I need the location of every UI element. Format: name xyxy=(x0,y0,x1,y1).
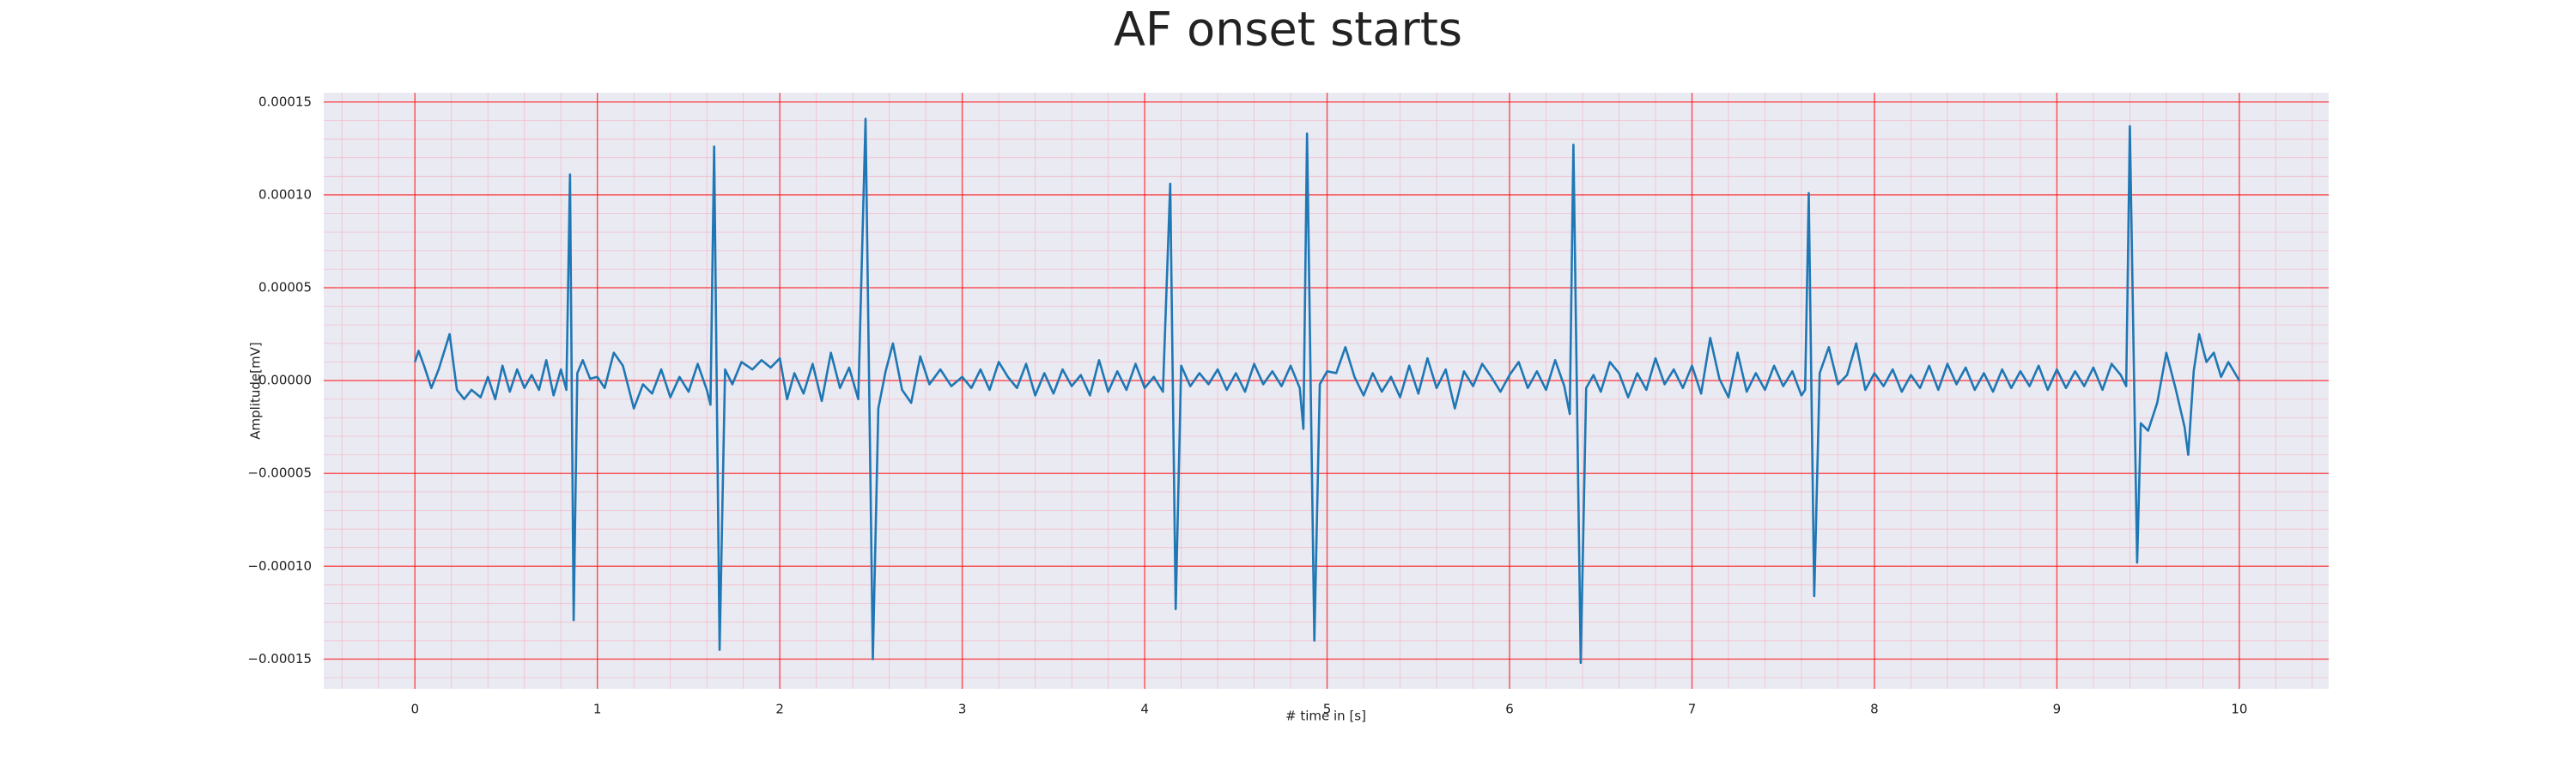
x-tick-label: 7 xyxy=(1688,702,1697,717)
x-tick-label: 4 xyxy=(1140,702,1149,717)
grid xyxy=(324,93,2329,689)
y-tick-label: −0.00005 xyxy=(247,466,312,481)
y-tick-label: 0.00010 xyxy=(258,186,312,202)
y-tick-label: −0.00010 xyxy=(247,558,312,574)
ecg-line xyxy=(413,117,2241,665)
chart-title: AF onset starts xyxy=(1114,3,1462,57)
plot-area xyxy=(324,93,2329,689)
y-axis-label: Amplitude[mV] xyxy=(248,342,264,439)
y-tick-label: 0.00015 xyxy=(258,94,312,109)
x-tick-label: 8 xyxy=(1870,702,1879,717)
x-tick-label: 2 xyxy=(775,702,784,717)
x-tick-label: 6 xyxy=(1505,702,1514,717)
x-tick-label: 9 xyxy=(2053,702,2062,717)
y-tick-label: 0.00000 xyxy=(258,373,312,388)
y-tick-label: 0.00005 xyxy=(258,280,312,295)
x-tick-label: 5 xyxy=(1323,702,1332,717)
x-tick-label: 10 xyxy=(2231,702,2247,717)
x-tick-label: 0 xyxy=(410,702,419,717)
x-axis-label: # time in [s] xyxy=(1285,709,1366,724)
x-tick-label: 1 xyxy=(593,702,602,717)
x-tick-label: 3 xyxy=(958,702,967,717)
y-tick-label: −0.00015 xyxy=(247,651,312,666)
